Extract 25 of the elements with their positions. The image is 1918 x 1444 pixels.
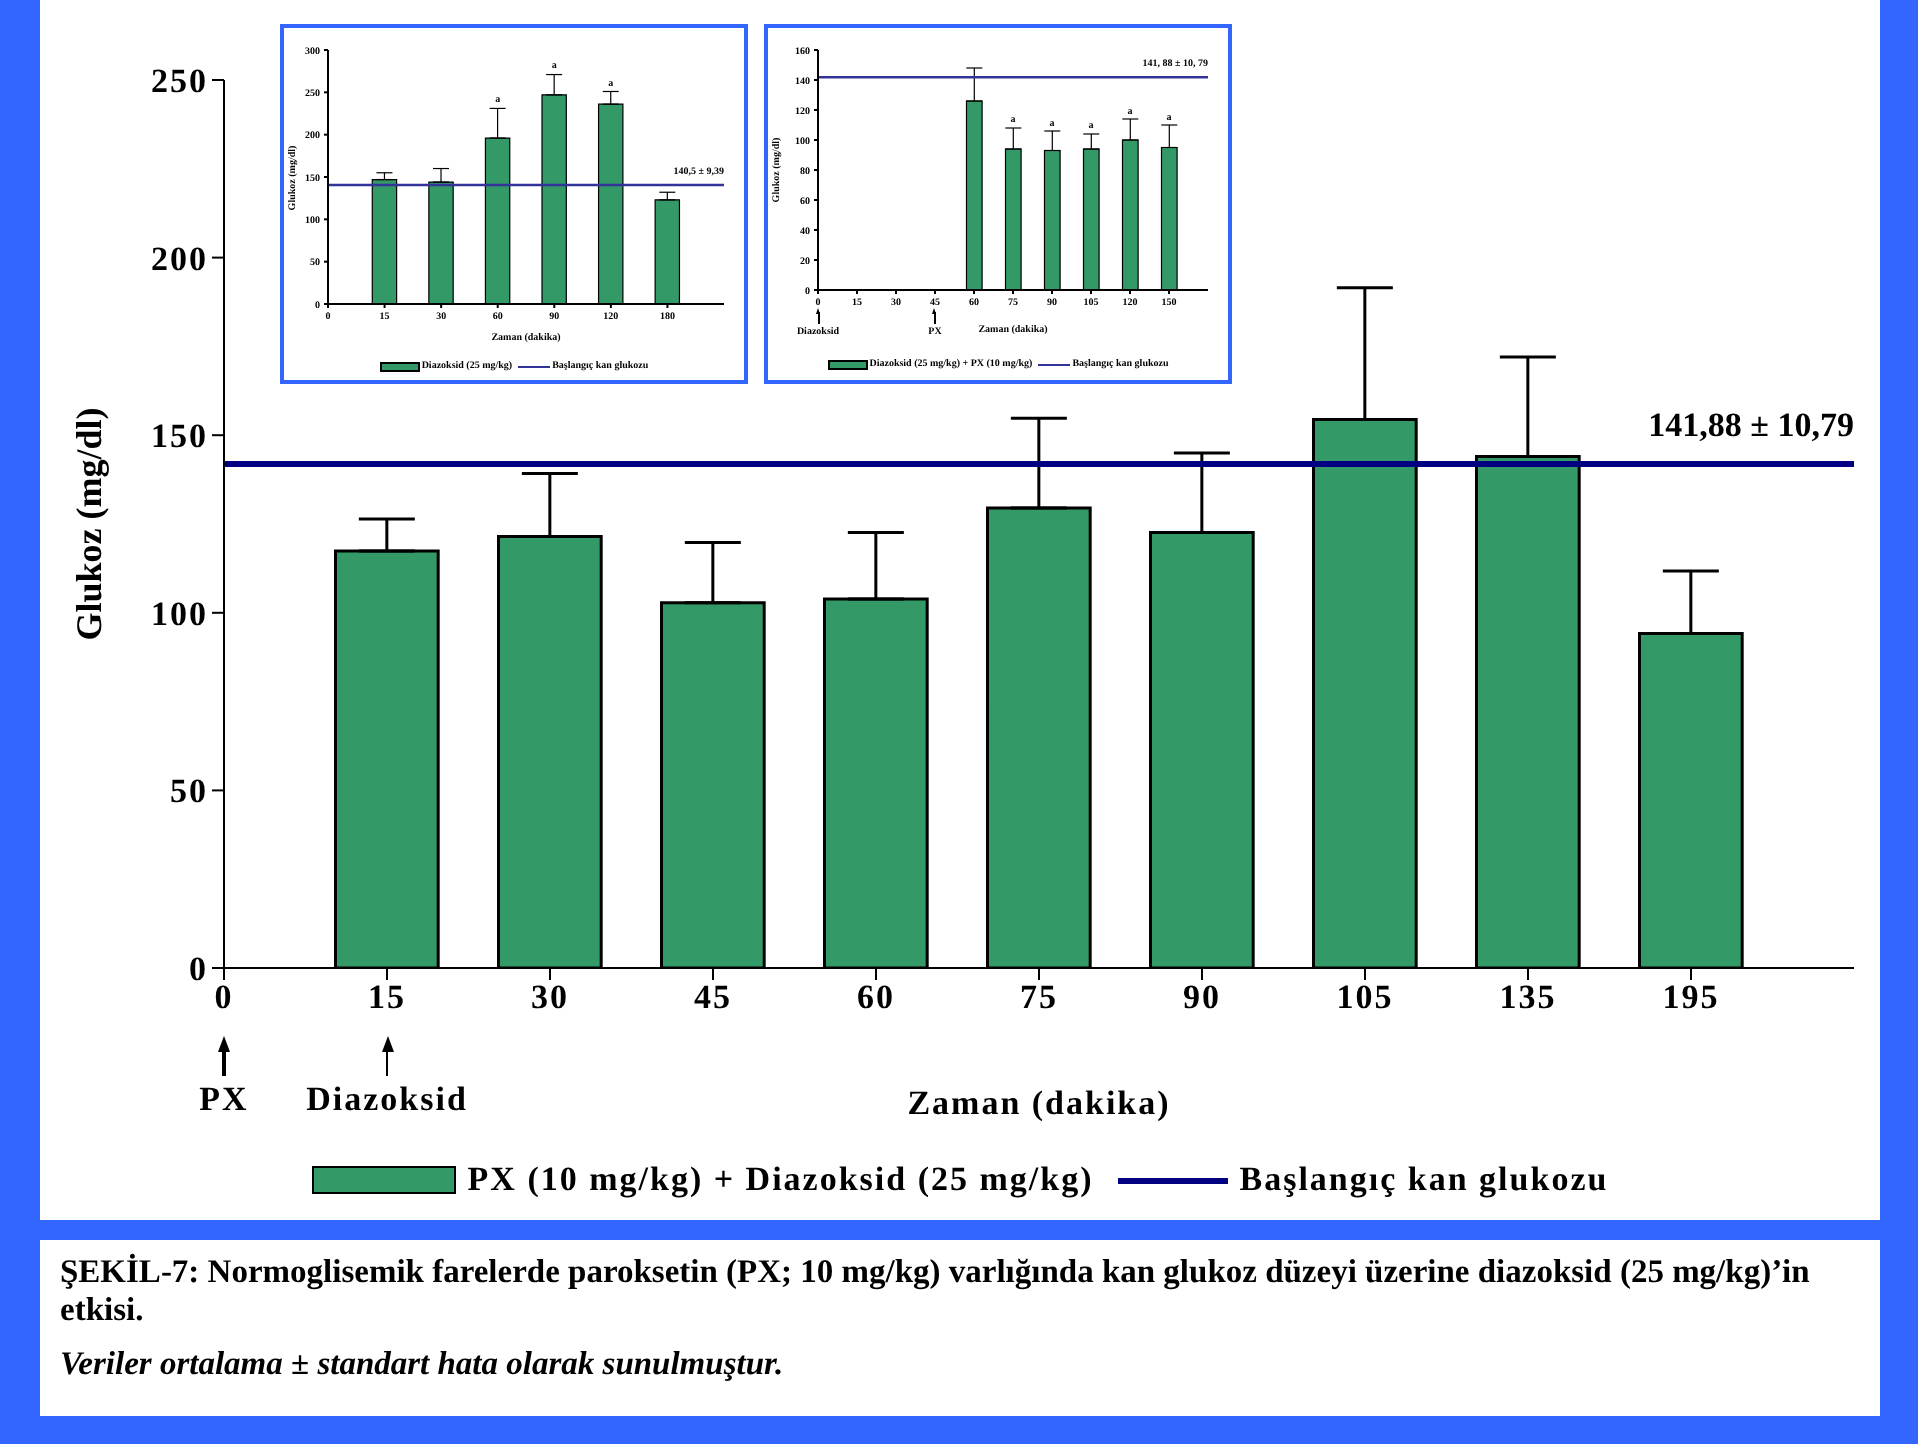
annotation: 141,88 ± 10,79	[1648, 406, 1854, 447]
x-tick-label: 60	[857, 978, 895, 1017]
y-tick-label: 100	[151, 594, 208, 633]
x-tick-label: 195	[1662, 978, 1720, 1017]
x-tick-label: 90	[1183, 978, 1221, 1017]
text: Veriler ortalama ± standart hata olarak sunulmuştur.	[60, 1344, 786, 1382]
x-tick-label: 0	[214, 978, 234, 1017]
text: PX	[199, 1080, 249, 1120]
legend-label: Başlangıç kan glukozu	[1239, 1160, 1609, 1200]
text: ŞEKİL-7: Normoglisemik farelerde paroksetin (PX; 10 mg/kg) varlığında kan glukoz düzeyi üzerine diazoksid (25 mg/kg)’in etkisi.	[60, 1252, 1812, 1328]
x-tick-label: 15	[368, 978, 406, 1017]
x-tick-label: 105	[1336, 978, 1394, 1017]
y-axis-title: Glukoz (mg/dl)	[69, 407, 111, 641]
text: Diazoksid	[306, 1080, 468, 1120]
x-tick-label: 75	[1020, 978, 1058, 1017]
x-tick-label: 30	[531, 978, 569, 1017]
x-tick-label: 45	[694, 978, 732, 1017]
y-tick-label: 200	[151, 239, 208, 278]
x-axis-title: Zaman (dakika)	[907, 1084, 1171, 1124]
y-tick-label: 150	[151, 417, 208, 456]
legend-label: PX (10 mg/kg) + Diazoksid (25 mg/kg)	[467, 1160, 1094, 1200]
y-tick-label: 50	[170, 772, 208, 811]
x-tick-label: 135	[1499, 978, 1557, 1017]
y-tick-label: 250	[151, 62, 208, 101]
y-tick-label: 0	[189, 950, 208, 989]
